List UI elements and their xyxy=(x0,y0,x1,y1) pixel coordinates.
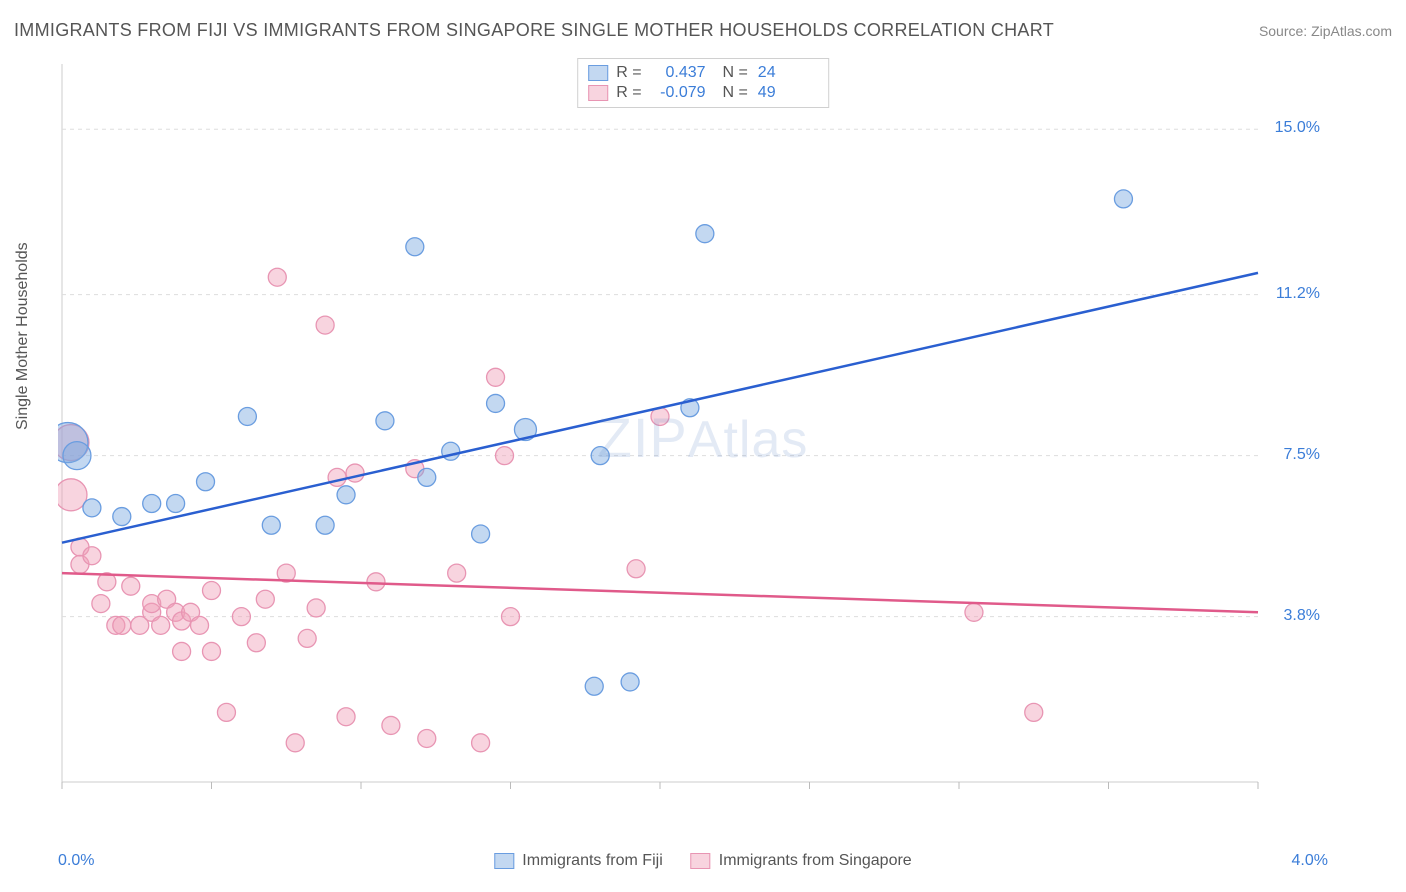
legend-swatch xyxy=(494,853,514,869)
data-point xyxy=(143,495,161,513)
title-bar: IMMIGRANTS FROM FIJI VS IMMIGRANTS FROM … xyxy=(14,20,1392,41)
legend-r-value: -0.079 xyxy=(652,84,706,102)
data-point xyxy=(298,629,316,647)
legend-swatch xyxy=(691,853,711,869)
data-point xyxy=(83,499,101,517)
chart-area: 3.8% 7.5% 11.2% 15.0% xyxy=(58,56,1328,826)
data-point xyxy=(472,525,490,543)
legend-r-label: R = xyxy=(616,84,641,102)
data-point xyxy=(585,677,603,695)
data-point xyxy=(487,394,505,412)
data-point xyxy=(203,582,221,600)
scatter-plot xyxy=(58,56,1328,826)
y-tick-label: 3.8% xyxy=(1284,607,1320,625)
data-point xyxy=(418,468,436,486)
regression-line xyxy=(62,273,1258,543)
data-point xyxy=(627,560,645,578)
y-tick-label: 11.2% xyxy=(1276,285,1320,303)
y-tick-label: 15.0% xyxy=(1275,119,1320,137)
data-point xyxy=(496,447,514,465)
y-axis-label: Single Mother Households xyxy=(14,242,32,430)
legend-r-value: 0.437 xyxy=(652,64,706,82)
data-point xyxy=(346,464,364,482)
legend-swatch xyxy=(588,85,608,101)
legend-swatch xyxy=(588,65,608,81)
data-point xyxy=(965,603,983,621)
chart-title: IMMIGRANTS FROM FIJI VS IMMIGRANTS FROM … xyxy=(14,20,1054,41)
legend-n-value: 49 xyxy=(758,84,818,102)
legend-series-item: Immigrants from Fiji xyxy=(494,852,662,870)
y-tick-label: 7.5% xyxy=(1284,446,1320,464)
data-point xyxy=(122,577,140,595)
data-point xyxy=(307,599,325,617)
data-point xyxy=(337,486,355,504)
data-point xyxy=(376,412,394,430)
data-point xyxy=(1025,703,1043,721)
data-point xyxy=(621,673,639,691)
data-point xyxy=(238,407,256,425)
x-axis-max-label: 4.0% xyxy=(1292,852,1328,870)
legend-n-value: 24 xyxy=(758,64,818,82)
legend-series-label: Immigrants from Singapore xyxy=(719,852,912,870)
x-axis-min-label: 0.0% xyxy=(58,852,94,870)
legend-correlation: R = 0.437 N = 24 R = -0.079 N = 49 xyxy=(577,58,829,108)
data-point xyxy=(217,703,235,721)
legend-r-label: R = xyxy=(616,64,641,82)
data-point xyxy=(268,268,286,286)
data-point xyxy=(328,468,346,486)
legend-series: Immigrants from Fiji Immigrants from Sin… xyxy=(494,852,911,870)
data-point xyxy=(591,447,609,465)
legend-series-label: Immigrants from Fiji xyxy=(522,852,662,870)
legend-n-label: N = xyxy=(714,84,748,102)
legend-n-label: N = xyxy=(714,64,748,82)
data-point xyxy=(113,508,131,526)
source-label: Source: ZipAtlas.com xyxy=(1259,23,1392,39)
data-point xyxy=(173,642,191,660)
data-point xyxy=(113,616,131,634)
data-point xyxy=(247,634,265,652)
data-point xyxy=(448,564,466,582)
data-point xyxy=(262,516,280,534)
data-point xyxy=(487,368,505,386)
data-point xyxy=(83,547,101,565)
data-point xyxy=(1114,190,1132,208)
data-point xyxy=(92,595,110,613)
data-point xyxy=(382,716,400,734)
legend-series-item: Immigrants from Singapore xyxy=(691,852,912,870)
data-point xyxy=(406,238,424,256)
data-point xyxy=(256,590,274,608)
data-point xyxy=(191,616,209,634)
data-point xyxy=(502,608,520,626)
data-point xyxy=(472,734,490,752)
data-point xyxy=(232,608,250,626)
data-point xyxy=(203,642,221,660)
data-point xyxy=(316,516,334,534)
legend-correlation-row: R = -0.079 N = 49 xyxy=(588,83,818,103)
data-point xyxy=(63,442,91,470)
data-point xyxy=(316,316,334,334)
data-point xyxy=(152,616,170,634)
data-point xyxy=(197,473,215,491)
data-point xyxy=(696,225,714,243)
data-point xyxy=(337,708,355,726)
data-point xyxy=(367,573,385,591)
regression-line xyxy=(62,573,1258,612)
data-point xyxy=(167,495,185,513)
legend-correlation-row: R = 0.437 N = 24 xyxy=(588,63,818,83)
data-point xyxy=(418,729,436,747)
data-point xyxy=(286,734,304,752)
